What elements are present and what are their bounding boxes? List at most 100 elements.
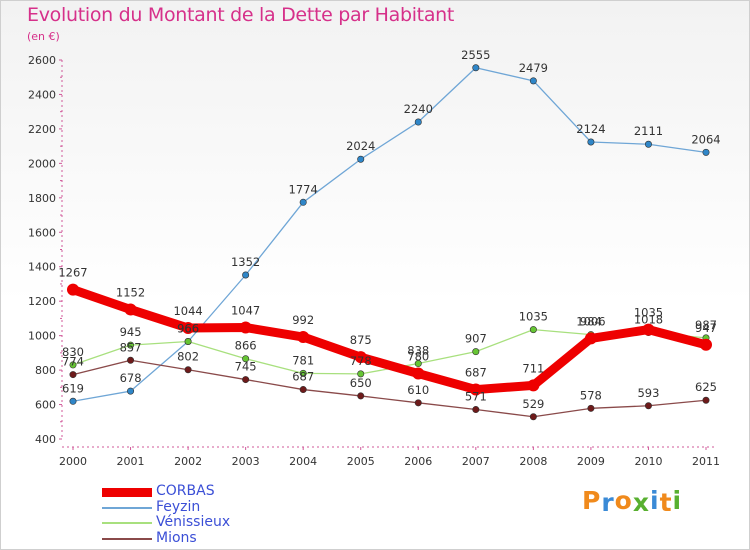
y-tick-label: 2000 — [28, 157, 56, 170]
data-point-feyzin — [242, 271, 250, 279]
series-line-feyzin — [72, 67, 707, 402]
y-tick-label: 1400 — [28, 261, 56, 274]
data-label-mions: 802 — [177, 350, 199, 364]
data-label-v-nissieux: 987 — [695, 318, 717, 332]
data-label-corbas: 1152 — [116, 285, 145, 299]
logo-letter: o — [614, 486, 633, 515]
data-point-v-nissieux — [127, 341, 135, 349]
data-point-feyzin — [299, 198, 307, 206]
data-point-feyzin — [644, 140, 652, 148]
data-point-mions — [69, 371, 77, 379]
logo-letter: x — [632, 488, 650, 517]
data-point-v-nissieux — [299, 369, 307, 377]
legend-swatch-feyzin — [102, 506, 152, 509]
data-label-v-nissieux: 1006 — [576, 315, 605, 329]
data-label-feyzin: 966 — [177, 321, 199, 335]
data-label-feyzin: 2064 — [691, 132, 720, 146]
data-label-v-nissieux: 838 — [407, 344, 429, 358]
logo-letter: i — [650, 486, 660, 515]
series-lines — [67, 64, 712, 421]
data-point-mions — [299, 386, 307, 394]
data-point-mions — [357, 392, 365, 400]
data-label-v-nissieux: 866 — [235, 339, 257, 353]
data-point-v-nissieux — [184, 337, 192, 345]
data-label-mions: 774 — [62, 355, 84, 369]
data-point-feyzin — [472, 64, 480, 72]
data-label-v-nissieux: 781 — [292, 353, 314, 367]
logo-letter: r — [601, 488, 615, 517]
data-label-corbas: 947 — [695, 321, 717, 335]
data-label-feyzin: 2240 — [404, 102, 433, 116]
data-label-mions: 578 — [580, 388, 602, 402]
data-label-mions: 529 — [522, 397, 544, 411]
proxiti-logo: Proxiti — [582, 486, 683, 517]
legend-swatch-corbas — [102, 487, 152, 497]
x-tick-label: 2000 — [59, 455, 87, 468]
data-label-corbas: 992 — [292, 313, 314, 327]
x-tick-label: 2003 — [232, 455, 260, 468]
data-point-feyzin — [69, 397, 77, 405]
y-tick-label: 2400 — [28, 88, 56, 101]
data-label-mions: 571 — [465, 390, 487, 404]
x-tick-label: 2004 — [289, 455, 317, 468]
y-tick-label: 2200 — [28, 123, 56, 136]
x-tick-label: 2002 — [174, 455, 202, 468]
series-line-mions — [72, 359, 707, 418]
data-label-v-nissieux: 1035 — [519, 310, 548, 324]
data-point-feyzin — [127, 387, 135, 395]
data-label-corbas: 875 — [350, 333, 372, 347]
y-tick-label: 1800 — [28, 192, 56, 205]
x-tick-label: 2011 — [692, 455, 720, 468]
data-label-mions: 593 — [637, 386, 659, 400]
data-point-v-nissieux — [414, 360, 422, 368]
data-point-corbas — [642, 323, 655, 336]
data-point-mions — [644, 402, 652, 410]
y-tick-label: 1600 — [28, 226, 56, 239]
data-label-feyzin: 2555 — [461, 48, 490, 62]
data-point-mions — [529, 413, 537, 421]
data-point-feyzin — [587, 138, 595, 146]
data-point-mions — [242, 376, 250, 384]
legend-swatch-mions — [102, 537, 152, 540]
data-label-feyzin: 2024 — [346, 139, 375, 153]
data-label-corbas: 1035 — [634, 306, 663, 320]
data-point-feyzin — [414, 118, 422, 126]
data-label-mions: 745 — [235, 360, 257, 374]
data-label-mions: 650 — [350, 376, 372, 390]
legend-swatch-v-nissieux — [102, 522, 152, 524]
data-point-corbas — [124, 303, 137, 316]
data-label-feyzin: 1352 — [231, 255, 260, 269]
data-point-corbas — [239, 321, 252, 334]
data-label-v-nissieux: 966 — [177, 321, 199, 335]
series-line-corbas — [68, 285, 711, 395]
data-point-v-nissieux — [242, 355, 250, 363]
y-tick-label: 2600 — [28, 54, 56, 67]
data-point-feyzin — [702, 148, 710, 156]
data-point-corbas — [297, 331, 310, 344]
x-tick-label: 2006 — [404, 455, 432, 468]
logo-letter: i — [672, 486, 683, 515]
data-point-v-nissieux — [357, 370, 365, 378]
data-point-mions — [472, 406, 480, 414]
data-point-mions — [184, 366, 192, 374]
data-point-v-nissieux — [529, 326, 537, 334]
y-tick-label: 1200 — [28, 295, 56, 308]
data-label-corbas: 687 — [465, 366, 487, 380]
legend-label-v-nissieux: Vénissieux — [156, 514, 231, 530]
data-point-feyzin — [357, 155, 365, 163]
y-tick-label: 400 — [35, 433, 56, 446]
data-label-v-nissieux: 907 — [465, 332, 487, 346]
x-tick-label: 2005 — [347, 455, 375, 468]
logo-letter: P — [582, 486, 602, 515]
data-label-feyzin: 2111 — [634, 124, 663, 138]
data-point-mions — [587, 404, 595, 412]
data-label-v-nissieux: 1018 — [634, 313, 663, 327]
x-tick-label: 2010 — [634, 455, 662, 468]
data-point-v-nissieux — [69, 361, 77, 369]
y-tick-label: 600 — [35, 399, 56, 412]
data-point-corbas — [584, 332, 597, 345]
data-label-mions: 687 — [292, 370, 314, 384]
legend-label-corbas: CORBAS — [156, 483, 215, 499]
